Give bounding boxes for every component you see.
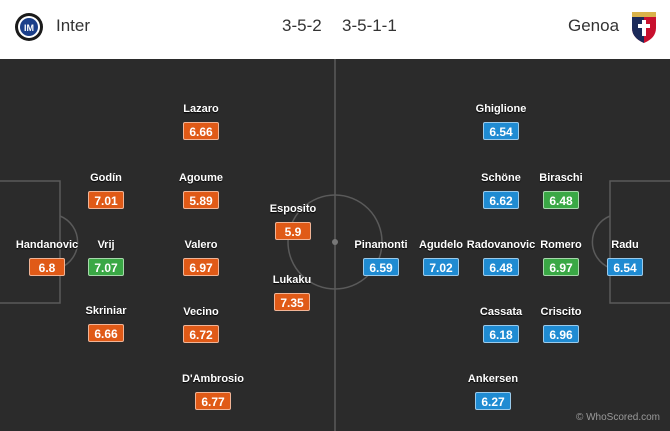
player-name[interactable]: Ghiglione (475, 103, 527, 115)
player-rating: 6.66 (183, 122, 219, 140)
player-rating: 5.89 (183, 191, 219, 209)
player-rating: 6.48 (483, 258, 519, 276)
player-rating: 6.97 (543, 258, 579, 276)
player-name[interactable]: Radovanovic (466, 239, 536, 251)
svg-text:IM: IM (24, 23, 34, 33)
player-rating: 6.54 (607, 258, 643, 276)
pitch-markings (0, 59, 670, 431)
player-rating: 6.48 (543, 191, 579, 209)
player-name[interactable]: Criscito (540, 306, 582, 318)
player-name[interactable]: Vecino (183, 306, 219, 318)
player-rating: 6.59 (363, 258, 399, 276)
player-rating: 6.96 (543, 325, 579, 343)
match-header: IM Inter 3-5-2 3-5-1-1 Genoa (0, 0, 670, 57)
pitch: Handanovic 6.8 Vrij 7.07 Godín 7.01 Skriniar 6.… (0, 59, 670, 431)
player-name[interactable]: Handanovic (15, 239, 79, 251)
away-team-name[interactable]: Genoa (568, 16, 620, 35)
player-name[interactable]: Ankersen (467, 373, 519, 385)
player-rating: 6.72 (183, 325, 219, 343)
player-rating: 6.62 (483, 191, 519, 209)
home-team-name[interactable]: Inter (56, 16, 91, 35)
player-name[interactable]: Esposito (269, 203, 317, 215)
player-name[interactable]: Cassata (479, 306, 523, 318)
player-name[interactable]: Godín (90, 172, 122, 184)
player-name[interactable]: Schöne (481, 172, 521, 184)
player-name[interactable]: Agudelo (419, 239, 463, 251)
player-name[interactable]: Pinamonti (354, 239, 408, 251)
player-rating: 6.66 (88, 324, 124, 342)
player-rating: 6.54 (483, 122, 519, 140)
away-formation: 3-5-1-1 (342, 16, 397, 35)
watermark: © WhoScored.com (575, 412, 660, 423)
player-rating: 7.02 (423, 258, 459, 276)
genoa-crest-icon (632, 12, 656, 43)
player-rating: 7.35 (274, 293, 310, 311)
player-rating: 5.9 (275, 222, 311, 240)
player-name[interactable]: Agoume (179, 172, 223, 184)
player-rating: 6.18 (483, 325, 519, 343)
player-name[interactable]: D'Ambrosio (182, 373, 244, 385)
player-rating: 6.27 (475, 392, 511, 410)
player-rating: 6.8 (29, 258, 65, 276)
player-rating: 7.01 (88, 191, 124, 209)
player-name[interactable]: Romero (540, 239, 582, 251)
inter-crest-icon: IM (15, 13, 43, 41)
player-name[interactable]: Lukaku (272, 274, 312, 286)
player-name[interactable]: Radu (611, 239, 639, 251)
player-name[interactable]: Valero (184, 239, 218, 251)
player-rating: 6.97 (183, 258, 219, 276)
player-rating: 6.77 (195, 392, 231, 410)
player-name[interactable]: Biraschi (539, 172, 583, 184)
player-rating: 7.07 (88, 258, 124, 276)
player-name[interactable]: Skriniar (85, 305, 127, 317)
home-formation: 3-5-2 (282, 16, 322, 35)
player-name[interactable]: Lazaro (183, 103, 219, 115)
player-name[interactable]: Vrij (97, 239, 115, 251)
